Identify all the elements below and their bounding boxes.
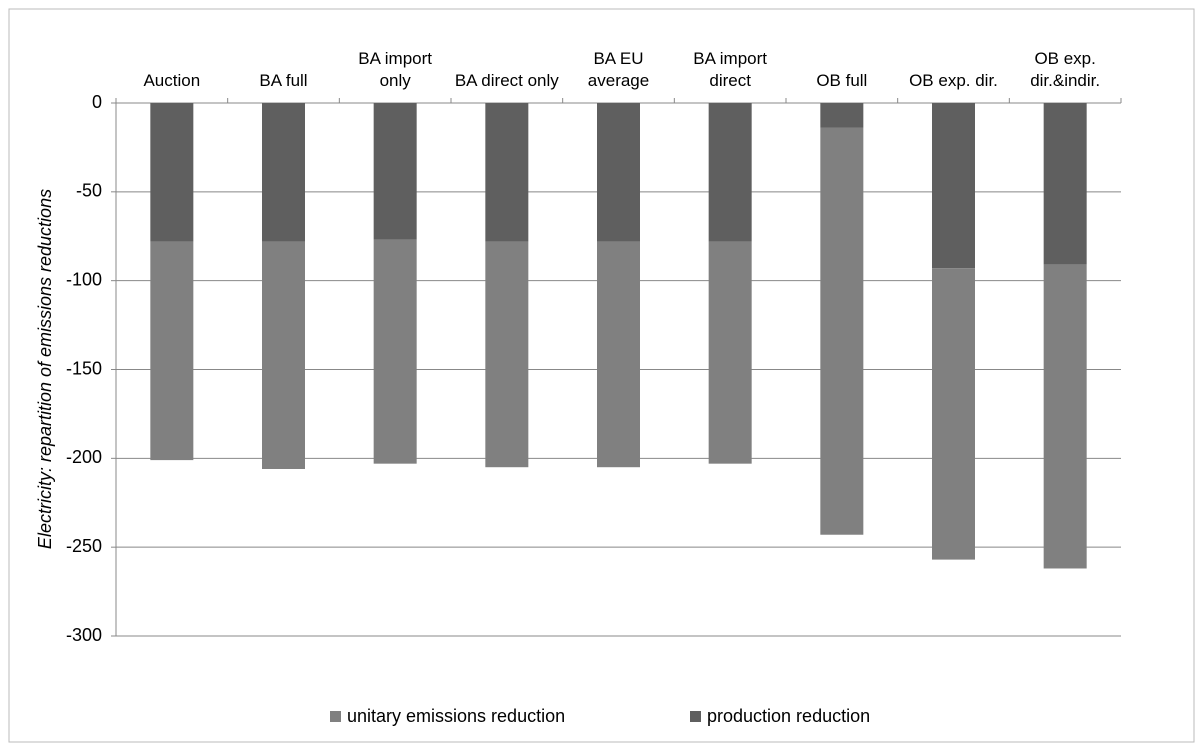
x-tick-label: BA direct only [454, 71, 559, 90]
y-tick-label: -100 [66, 269, 102, 289]
bar-segment [150, 103, 194, 242]
x-tick-label: BA import only [358, 49, 432, 90]
legend-swatch [330, 711, 341, 722]
x-tick-label: Auction [143, 71, 201, 90]
bar-segment [485, 241, 529, 468]
bar-segment [1043, 103, 1087, 265]
y-axis-title: Electricity: repartition of emissions re… [35, 189, 55, 549]
legend-swatch [690, 711, 701, 722]
bar-segment [373, 239, 417, 464]
legend-label: production reduction [707, 706, 870, 726]
x-tick-label: BA import direct [693, 49, 767, 90]
bar-segment [262, 241, 305, 469]
bar-segment [597, 103, 640, 242]
y-tick-label: -300 [66, 625, 102, 645]
bar-segment [708, 103, 752, 242]
bar-segment [932, 268, 975, 560]
y-tick-label: -200 [66, 447, 102, 467]
bar-segment [485, 103, 529, 242]
bar-segment [708, 241, 752, 464]
x-tick-label: OB full [816, 71, 868, 90]
x-tick-label: BA full [259, 71, 308, 90]
bar-segment [820, 103, 864, 128]
bar-segment [150, 241, 194, 461]
y-tick-label: -250 [66, 536, 102, 556]
x-tick-label: OB exp. dir. [909, 71, 998, 90]
bar-segment [262, 103, 305, 242]
bar-segment [820, 127, 864, 535]
y-tick-label: -150 [66, 358, 102, 378]
chart-frame [8, 8, 1195, 743]
y-tick-label: 0 [92, 92, 102, 112]
x-tick-label: BA EU average [587, 49, 650, 90]
bar-segment [373, 103, 417, 240]
legend-label: unitary emissions reduction [347, 706, 565, 726]
bar-segment [932, 103, 975, 269]
bar-segment [1043, 264, 1087, 569]
y-tick-label: -50 [76, 181, 102, 201]
x-tick-label: OB exp. dir.&indir. [1030, 49, 1101, 90]
bar-segment [597, 241, 640, 468]
